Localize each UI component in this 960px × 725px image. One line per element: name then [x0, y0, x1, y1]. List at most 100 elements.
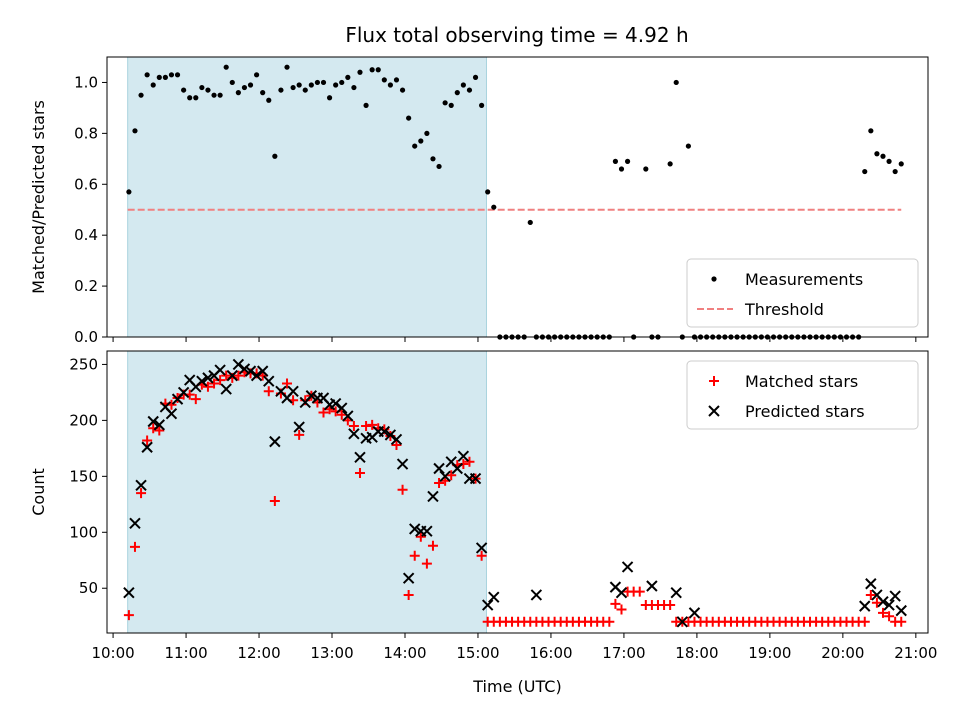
data-point — [199, 84, 205, 91]
data-point — [427, 540, 438, 551]
data-point — [458, 459, 469, 470]
data-point — [165, 407, 178, 420]
y-tick-label: 150 — [69, 467, 98, 485]
data-point — [260, 90, 266, 96]
data-point — [361, 420, 372, 431]
data-point — [378, 425, 391, 438]
data-point — [673, 79, 679, 86]
data-point — [181, 87, 187, 93]
data-point — [418, 138, 424, 144]
data-point — [859, 600, 871, 612]
data-point — [254, 72, 260, 78]
data-point — [475, 542, 488, 554]
data-point — [326, 95, 333, 101]
data-point — [436, 163, 442, 170]
data-point — [491, 204, 497, 210]
observing-span — [127, 350, 487, 634]
data-point — [877, 607, 888, 618]
data-point — [129, 541, 140, 552]
data-point — [403, 589, 414, 600]
data-point — [384, 429, 397, 441]
data-point — [202, 372, 214, 384]
data-point — [615, 587, 628, 599]
x-tick-label: 16:00 — [529, 644, 572, 662]
data-point — [339, 79, 345, 86]
data-point — [871, 597, 882, 608]
data-point — [460, 82, 466, 88]
y-tick-label: 50 — [79, 579, 98, 597]
data-point — [530, 589, 543, 601]
data-point — [892, 168, 898, 175]
data-point — [616, 604, 627, 615]
data-point — [126, 189, 132, 195]
data-point — [624, 158, 631, 164]
data-point — [889, 590, 901, 602]
data-point — [457, 450, 470, 462]
data-point — [621, 561, 634, 573]
data-point — [190, 394, 201, 405]
data-point — [634, 586, 645, 597]
data-point — [476, 550, 487, 561]
data-point — [135, 479, 147, 491]
data-point — [153, 419, 166, 431]
data-point — [646, 580, 658, 592]
data-point — [284, 64, 290, 70]
data-point — [348, 420, 359, 431]
data-point — [217, 92, 223, 98]
x-tick-label: 13:00 — [310, 644, 353, 662]
x-tick-label: 14:00 — [383, 644, 426, 662]
data-point — [868, 128, 874, 134]
data-point — [667, 161, 673, 167]
data-point — [399, 87, 406, 93]
data-point — [396, 458, 409, 470]
data-point — [469, 472, 482, 485]
data-point — [308, 82, 314, 88]
y-tick-label: 0.8 — [74, 124, 98, 142]
data-point — [272, 153, 278, 159]
x-tick-label: 21:00 — [894, 644, 937, 662]
data-point — [138, 92, 144, 98]
data-point — [215, 375, 226, 386]
data-point — [244, 365, 257, 377]
data-point — [488, 591, 500, 603]
data-point — [670, 587, 682, 599]
data-point — [688, 607, 701, 619]
data-point — [367, 419, 378, 430]
data-point — [329, 397, 342, 410]
y-axis-label: Count — [29, 468, 48, 516]
data-point — [363, 102, 369, 108]
data-point — [862, 168, 868, 175]
data-point — [421, 558, 432, 569]
data-point — [136, 488, 147, 499]
data-point — [150, 82, 156, 88]
data-point — [430, 156, 436, 162]
plot-frame — [106, 56, 929, 338]
data-point — [287, 385, 299, 397]
x-tick-label: 10:00 — [91, 644, 134, 662]
data-point — [290, 84, 296, 91]
data-point — [214, 364, 226, 376]
data-point — [141, 441, 153, 453]
data-point — [235, 90, 241, 96]
data-point — [880, 153, 886, 159]
observing-span — [127, 56, 487, 338]
y-tick-label: 250 — [69, 355, 98, 373]
data-point — [709, 376, 719, 386]
data-point — [266, 97, 272, 103]
data-point — [874, 151, 880, 157]
legend-box — [686, 258, 919, 328]
x-tick-label: 11:00 — [164, 644, 207, 662]
data-point — [877, 595, 889, 608]
data-point — [424, 130, 430, 136]
data-point — [348, 428, 360, 440]
x-tick-label: 17:00 — [602, 644, 645, 662]
data-point — [209, 378, 220, 389]
data-point — [708, 405, 720, 417]
data-point — [618, 166, 625, 172]
data-point — [318, 407, 329, 418]
data-point — [123, 610, 134, 621]
data-point — [409, 523, 421, 535]
data-point — [229, 79, 235, 86]
y-tick-label: 0.4 — [74, 226, 98, 244]
